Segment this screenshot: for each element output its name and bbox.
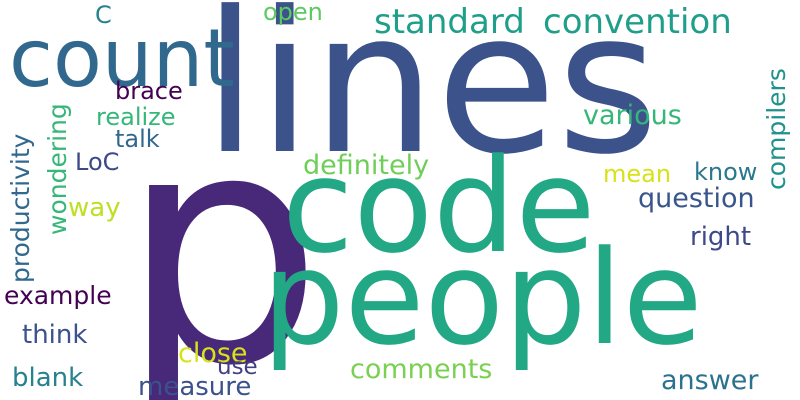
word-people: people — [262, 222, 703, 374]
word-realize: realize — [96, 103, 176, 131]
word-definitely: definitely — [303, 150, 430, 181]
word-standard: standard — [374, 2, 525, 42]
word-p: p — [120, 64, 324, 400]
word-measure: measure — [138, 372, 252, 400]
word-mean: mean — [603, 160, 672, 188]
word-example: example — [4, 281, 112, 310]
word-productivity: productivity — [6, 133, 35, 283]
word-various: various — [583, 100, 682, 131]
word-compilers: compilers — [762, 68, 791, 190]
word-loc: LoC — [75, 148, 120, 176]
word-count: count — [9, 12, 235, 105]
word-blank: blank — [12, 363, 84, 393]
word-convention: convention — [543, 2, 732, 42]
word-code: code — [282, 130, 596, 282]
word-open: open — [263, 0, 323, 26]
word-close: close — [178, 338, 248, 369]
word-wondering: wondering — [43, 103, 72, 235]
word-talk: talk — [115, 125, 160, 153]
word-know: know — [694, 158, 758, 186]
word-lines: lines — [203, 0, 659, 198]
word-think: think — [22, 320, 88, 350]
word-brace: brace — [115, 77, 183, 105]
word-use: use — [217, 354, 258, 380]
word-question: question — [638, 183, 755, 214]
word-c: C — [95, 1, 112, 29]
word-answer: answer — [661, 365, 759, 396]
word-way: way — [68, 193, 121, 223]
word-comments: comments — [350, 354, 493, 385]
word-right: right — [690, 222, 752, 252]
